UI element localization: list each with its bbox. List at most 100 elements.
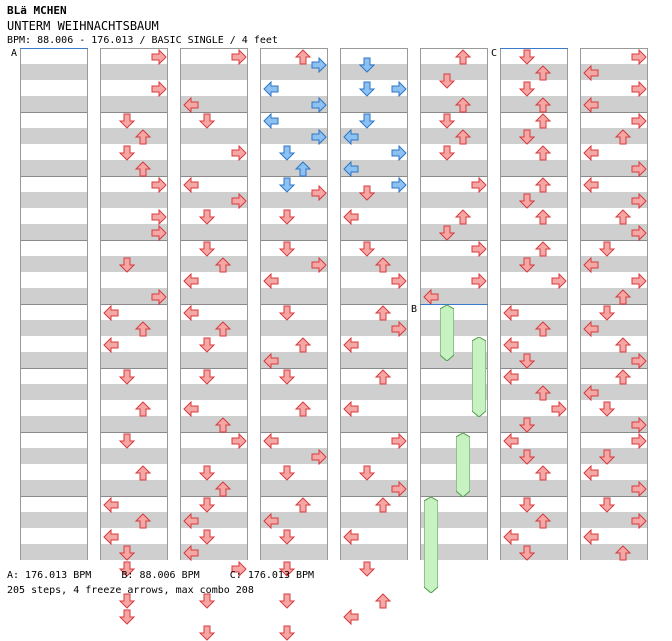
beat-band: [181, 384, 247, 400]
right-arrow-icon: [631, 192, 647, 210]
beat-band: [21, 416, 87, 432]
beat-band: [21, 320, 87, 336]
beat-band: [501, 544, 567, 560]
section-marker-c: C: [490, 48, 499, 59]
down-arrow-icon: [278, 305, 296, 321]
right-arrow-icon: [631, 80, 647, 98]
left-arrow-icon: [343, 208, 359, 226]
left-arrow-icon: [263, 272, 279, 290]
beat-band: [341, 544, 407, 560]
down-arrow-icon: [198, 337, 216, 353]
beat-band: [101, 512, 167, 528]
beat-band: [21, 480, 87, 496]
right-arrow-icon: [311, 256, 327, 274]
beat-band: [581, 544, 647, 560]
up-arrow-icon: [454, 49, 472, 65]
left-arrow-icon: [183, 176, 199, 194]
beat-band: [421, 352, 487, 368]
down-arrow-icon: [358, 241, 376, 257]
right-arrow-icon: [631, 112, 647, 130]
up-arrow-icon: [294, 49, 312, 65]
freeze-arrow: [424, 497, 438, 593]
measure-line: [21, 368, 87, 369]
beat-band: [101, 96, 167, 112]
left-arrow-icon: [343, 336, 359, 354]
beat-band: [21, 288, 87, 304]
measure-line: [341, 112, 407, 113]
down-arrow-icon: [438, 145, 456, 161]
chart-column-4: [260, 48, 328, 641]
beat-band: [421, 416, 487, 432]
beat-band: [21, 544, 87, 560]
beat-band: [101, 448, 167, 464]
measure-line: [421, 432, 487, 433]
measure-line: [581, 240, 647, 241]
beat-band: [341, 288, 407, 304]
up-arrow-icon: [534, 241, 552, 257]
measure-line: [181, 368, 247, 369]
measure-line: [341, 176, 407, 177]
right-arrow-icon: [311, 448, 327, 466]
down-arrow-icon: [358, 81, 376, 97]
down-arrow-icon: [118, 545, 136, 561]
up-arrow-icon: [214, 481, 232, 497]
measure-line: [21, 304, 87, 305]
up-arrow-icon: [534, 177, 552, 193]
up-arrow-icon: [294, 337, 312, 353]
up-arrow-icon: [134, 161, 152, 177]
up-arrow-icon: [214, 257, 232, 273]
measure-line: [181, 496, 247, 497]
measure-line: [101, 176, 167, 177]
right-arrow-icon: [231, 432, 247, 450]
measure-line: [341, 368, 407, 369]
beat-band: [581, 480, 647, 496]
down-arrow-icon: [278, 241, 296, 257]
beat-band: [501, 416, 567, 432]
beat-band: [261, 544, 327, 560]
down-arrow-icon: [438, 225, 456, 241]
right-arrow-icon: [631, 416, 647, 434]
right-arrow-icon: [391, 144, 407, 162]
right-arrow-icon: [311, 56, 327, 74]
right-arrow-icon: [631, 160, 647, 178]
left-arrow-icon: [583, 96, 599, 114]
beat-band: [421, 160, 487, 176]
left-arrow-icon: [103, 304, 119, 322]
left-arrow-icon: [183, 400, 199, 418]
up-arrow-icon: [454, 97, 472, 113]
beat-band: [341, 480, 407, 496]
measure-line: [21, 496, 87, 497]
right-arrow-icon: [151, 208, 167, 226]
right-arrow-icon: [231, 192, 247, 210]
beat-band: [421, 320, 487, 336]
beat-band: [421, 192, 487, 208]
left-arrow-icon: [103, 336, 119, 354]
measure-line: [421, 240, 487, 241]
beat-band: [21, 96, 87, 112]
song-artist: BLä MCHEN: [7, 4, 67, 17]
beat-band: [501, 320, 567, 336]
measure-line: [261, 304, 327, 305]
right-arrow-icon: [151, 288, 167, 306]
chart-column-5: [340, 48, 408, 626]
beat-band: [501, 160, 567, 176]
up-arrow-icon: [614, 337, 632, 353]
beat-band: [101, 160, 167, 176]
down-arrow-icon: [198, 241, 216, 257]
left-arrow-icon: [583, 176, 599, 194]
measure-line: [101, 240, 167, 241]
right-arrow-icon: [631, 272, 647, 290]
right-arrow-icon: [631, 352, 647, 370]
right-arrow-icon: [231, 48, 247, 66]
measure-line: [501, 432, 567, 433]
down-arrow-icon: [278, 625, 296, 641]
down-arrow-icon: [438, 113, 456, 129]
beat-band: [181, 224, 247, 240]
up-arrow-icon: [454, 209, 472, 225]
left-arrow-icon: [583, 464, 599, 482]
left-arrow-icon: [343, 528, 359, 546]
down-arrow-icon: [278, 561, 296, 577]
beat-band: [261, 256, 327, 272]
down-arrow-icon: [518, 257, 536, 273]
chart-column-7: [500, 48, 568, 561]
